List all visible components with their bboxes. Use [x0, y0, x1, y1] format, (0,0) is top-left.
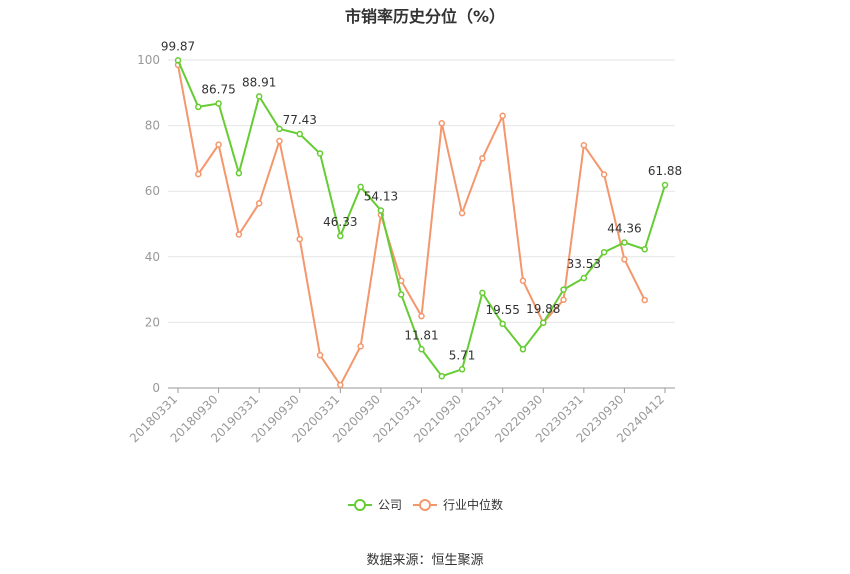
- data-point: [276, 125, 283, 133]
- data-point: [337, 232, 344, 240]
- data-label: 61.88: [648, 164, 682, 178]
- data-point: [560, 286, 567, 293]
- data-point: [418, 312, 425, 320]
- data-point: [519, 277, 527, 284]
- data-point: [316, 351, 324, 359]
- data-point: [600, 248, 608, 256]
- data-point: [195, 170, 202, 178]
- data-point: [661, 181, 669, 189]
- y-tick-label: 40: [145, 250, 160, 264]
- data-point: [296, 235, 303, 243]
- data-point: [357, 343, 364, 350]
- data-label: 86.75: [201, 82, 235, 96]
- y-tick-label: 100: [137, 53, 160, 67]
- data-point: [235, 169, 243, 177]
- y-tick-label: 60: [145, 184, 160, 198]
- series-line-1: [177, 64, 646, 387]
- data-point: [296, 130, 303, 138]
- series-layer: [174, 57, 669, 389]
- data-point: [641, 296, 648, 304]
- data-point: [479, 155, 486, 162]
- data-label: 99.87: [161, 39, 195, 53]
- data-point: [479, 289, 486, 297]
- data-point: [560, 296, 567, 304]
- data-point: [580, 274, 588, 282]
- data-point: [215, 100, 222, 107]
- data-label: 54.13: [364, 189, 398, 203]
- data-label: 88.91: [242, 75, 276, 89]
- data-point: [276, 137, 283, 145]
- data-labels: 99.87 86.75 88.91 77.43 46.33 54.13 11.81 5.71 1…: [161, 39, 682, 362]
- legend-item-0[interactable]: 公司: [348, 498, 402, 512]
- data-label: 77.43: [283, 113, 317, 127]
- data-point: [418, 346, 425, 353]
- data-point: [540, 319, 547, 327]
- data-point: [621, 239, 628, 246]
- data-label: 46.33: [323, 215, 357, 229]
- data-point: [580, 142, 588, 149]
- source-note: 数据来源：恒生聚源: [366, 553, 484, 568]
- data-point: [641, 246, 648, 253]
- data-point: [438, 120, 446, 127]
- y-tick-label: 80: [145, 119, 160, 133]
- data-point: [519, 346, 527, 353]
- data-point: [621, 256, 628, 263]
- data-point: [499, 320, 506, 328]
- data-label: 19.88: [526, 302, 560, 316]
- data-point: [255, 200, 263, 207]
- legend-marker: [354, 499, 366, 511]
- data-point: [397, 277, 405, 284]
- data-point: [357, 183, 364, 191]
- gridlines: [168, 59, 675, 323]
- y-tick-label: 20: [145, 315, 160, 329]
- data-point: [235, 231, 243, 238]
- chart-title: 市销率历史分位（%）: [344, 7, 506, 26]
- data-label: 11.81: [404, 328, 438, 342]
- data-label: 5.71: [449, 348, 476, 362]
- data-point: [458, 366, 466, 373]
- data-point: [499, 112, 506, 120]
- data-point: [337, 381, 344, 389]
- axes: 0204060801002018033120180930201903312019…: [127, 53, 675, 445]
- legend-label: 行业中位数: [443, 497, 503, 512]
- data-point: [458, 209, 466, 217]
- legend-marker: [419, 499, 431, 511]
- data-label: 33.53: [567, 257, 601, 271]
- data-point: [397, 291, 405, 298]
- data-label: 44.36: [607, 221, 641, 235]
- legend-label: 公司: [378, 498, 402, 512]
- legend-item-1[interactable]: 行业中位数: [413, 497, 503, 512]
- data-point: [600, 171, 608, 178]
- data-point: [255, 93, 263, 100]
- data-point: [438, 372, 446, 380]
- data-point: [316, 150, 324, 157]
- data-point: [174, 57, 182, 64]
- data-point: [377, 207, 385, 214]
- legend[interactable]: 公司 行业中位数: [348, 497, 503, 512]
- data-point: [215, 141, 222, 148]
- y-tick-label: 0: [152, 381, 160, 395]
- data-point: [195, 103, 202, 111]
- data-label: 19.55: [485, 303, 519, 317]
